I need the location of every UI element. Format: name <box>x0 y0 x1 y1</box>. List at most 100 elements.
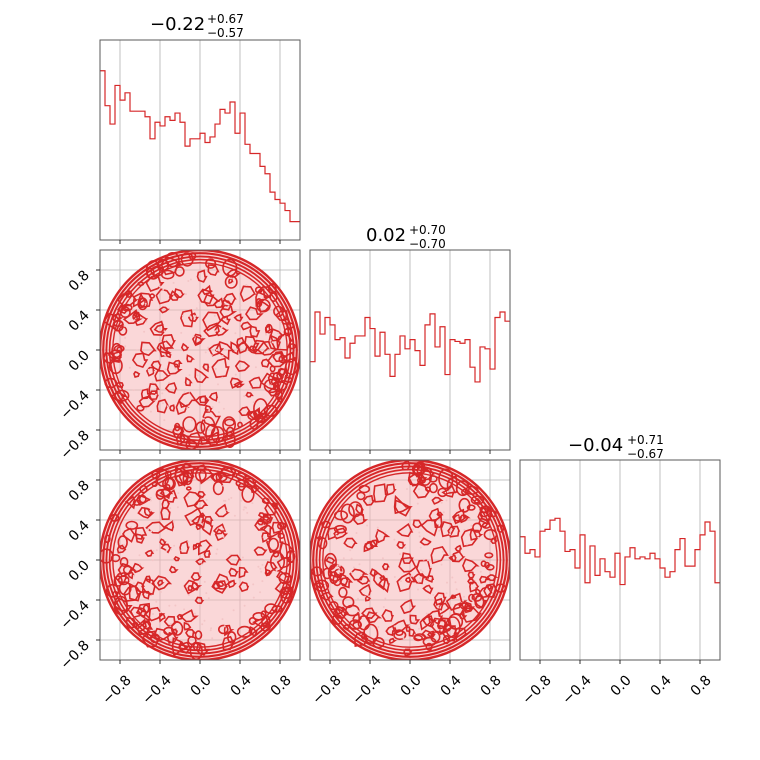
y-tick-label: −0.4 <box>57 387 92 422</box>
contour-blob <box>381 563 390 571</box>
sample-point <box>243 506 246 509</box>
sample-point <box>418 531 421 534</box>
contour-blob <box>194 468 207 482</box>
contour-blob <box>114 389 130 402</box>
contour-blob <box>179 609 199 623</box>
sample-point <box>479 570 482 573</box>
contour-blob <box>269 290 278 302</box>
sample-point <box>217 383 219 386</box>
contour-blob <box>400 598 417 615</box>
contour-blob <box>202 408 221 428</box>
sample-point <box>177 492 180 495</box>
contour-blob <box>265 323 273 334</box>
title-median: −0.22 <box>150 14 205 35</box>
sample-point <box>188 390 191 393</box>
sample-point <box>384 570 387 573</box>
sample-point <box>169 507 172 510</box>
contour-blob <box>258 300 271 314</box>
contour-blob <box>122 565 133 575</box>
sample-point <box>155 549 158 552</box>
contour-blob <box>141 577 156 596</box>
contour-blob <box>422 584 434 595</box>
sample-point <box>187 280 190 282</box>
contour-blob <box>401 552 414 565</box>
contour-blob <box>413 573 427 585</box>
contour-blob <box>158 306 170 314</box>
contour-blob <box>179 431 192 444</box>
contour-blob <box>411 462 426 476</box>
contour-blob <box>131 352 149 369</box>
contour-blob <box>317 537 328 550</box>
contour-blob <box>119 556 129 567</box>
sample-point <box>181 314 184 317</box>
sample-point <box>164 339 167 342</box>
sample-point <box>226 509 229 512</box>
sample-point <box>357 610 360 613</box>
contour-blob <box>237 341 251 354</box>
contour-blob <box>249 418 259 430</box>
contour-blob <box>151 481 158 487</box>
contour-blob <box>245 306 264 321</box>
y-tick-label: 0.8 <box>66 478 93 505</box>
contour-blob <box>202 363 210 373</box>
contour-blob <box>184 376 193 387</box>
contour-blob <box>143 507 154 517</box>
sample-point <box>357 597 359 600</box>
sample-point <box>384 597 387 600</box>
sample-point <box>149 410 152 413</box>
sample-point <box>421 570 424 573</box>
sample-point <box>222 535 225 538</box>
contour-blob <box>190 572 202 581</box>
sample-point <box>137 310 140 312</box>
contour-param3-vs-param1: −0.8 −0.4 0.0 0.4 0.8−0.8−0.40.00.40.8 <box>57 459 301 708</box>
contour-blob <box>430 545 449 565</box>
contour-blob <box>235 479 250 488</box>
sample-point <box>338 564 341 567</box>
contour-blob <box>278 354 288 364</box>
contour-blob <box>140 341 157 357</box>
sample-point <box>360 574 363 577</box>
contour-blob <box>118 325 128 336</box>
contour-blob <box>425 575 435 583</box>
contour-blob <box>138 494 147 504</box>
contour-blob <box>419 537 432 546</box>
sample-point <box>438 529 441 532</box>
contour-blob <box>178 641 193 654</box>
sample-point <box>336 564 339 567</box>
contour-blob <box>486 584 494 590</box>
sample-point <box>139 563 142 566</box>
contour-blob <box>117 535 128 550</box>
contour-blob <box>116 292 139 307</box>
contour-blob <box>279 541 296 559</box>
contour-blob <box>113 595 129 616</box>
contour-blob <box>415 461 426 469</box>
contour-blob <box>469 581 480 593</box>
sample-point <box>133 582 135 585</box>
contour-blob <box>438 468 454 490</box>
sample-point <box>172 281 175 284</box>
sample-point <box>163 504 165 507</box>
sample-point <box>277 332 280 335</box>
sample-point <box>205 592 208 595</box>
contour-ring <box>102 252 298 448</box>
sample-point <box>227 498 230 501</box>
contour-blob <box>184 507 204 526</box>
sample-point <box>239 287 242 290</box>
histogram-step-line <box>100 70 300 223</box>
sample-point <box>188 594 190 597</box>
contour-blob <box>428 475 438 483</box>
contour-blob <box>214 341 235 361</box>
contour-blob <box>467 578 476 585</box>
sample-point <box>123 324 126 327</box>
contour-blob <box>173 556 180 562</box>
contour-blob <box>471 593 483 602</box>
contour-blob <box>333 524 347 534</box>
contour-blob <box>202 311 224 332</box>
sample-point <box>364 571 367 574</box>
contour-blob <box>276 556 293 569</box>
sample-point <box>260 530 263 533</box>
contour-blob <box>113 344 125 353</box>
histogram-param-2 <box>309 249 511 454</box>
x-tick-label: 0.4 <box>648 672 675 699</box>
contour-blob <box>195 421 206 434</box>
